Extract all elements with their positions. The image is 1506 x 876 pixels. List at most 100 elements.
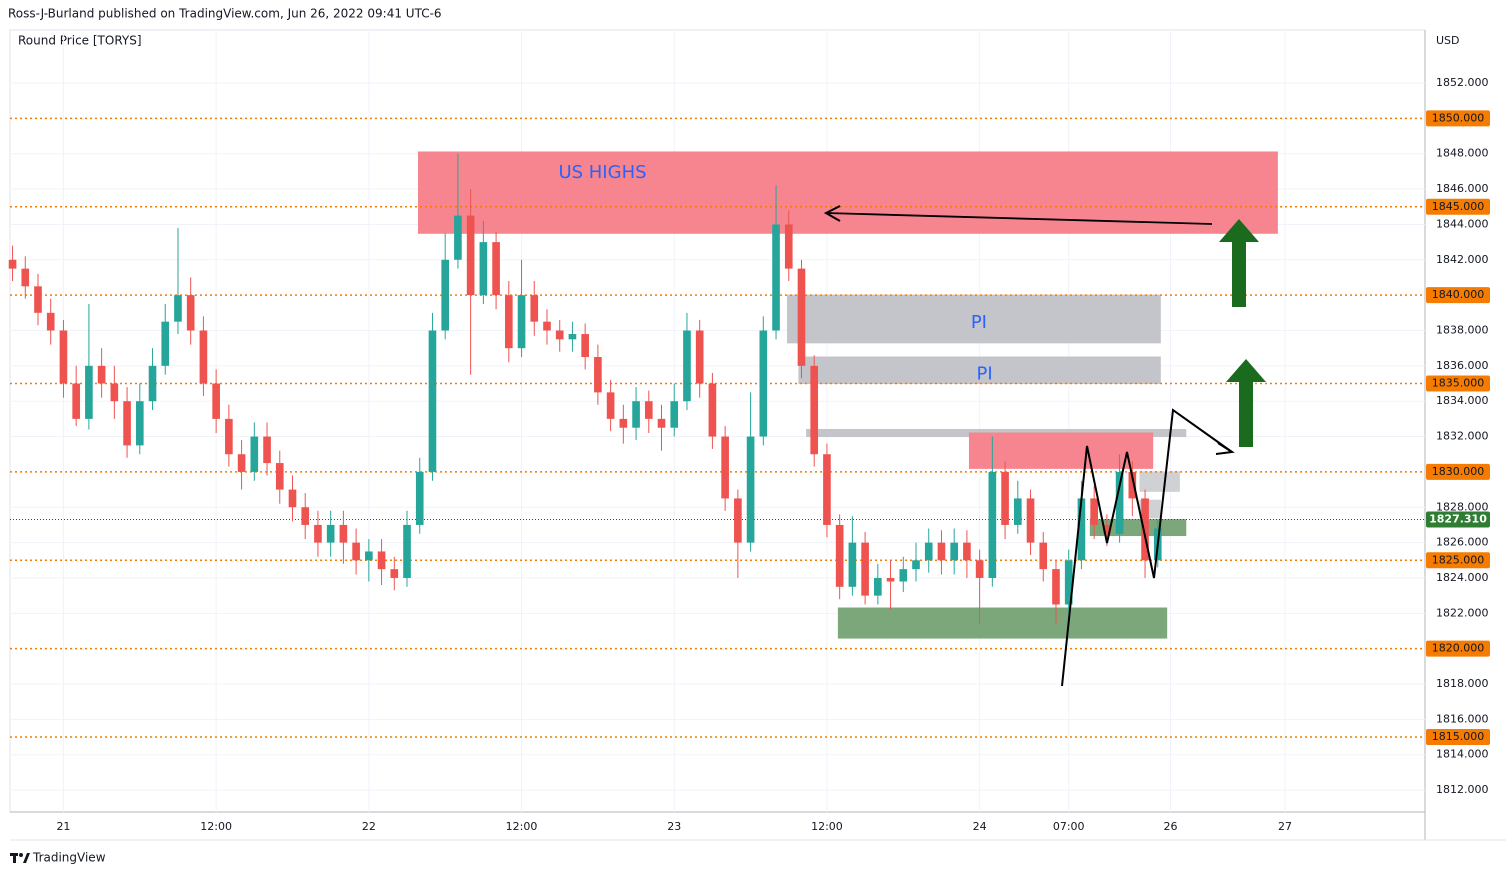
- candle-body: [937, 542, 946, 561]
- level-label: 1845.000: [1432, 200, 1485, 213]
- zone: [417, 151, 1278, 234]
- candle-body: [34, 286, 42, 313]
- candle-body: [97, 365, 106, 384]
- level-label-box: [1426, 552, 1490, 569]
- last-price-label: 1827.310: [1429, 512, 1487, 525]
- zone: [798, 356, 1161, 385]
- brand: TradingView: [32, 851, 106, 865]
- candle-body: [835, 524, 844, 587]
- publish-title: Ross-J-Burland published on TradingView.…: [8, 7, 442, 21]
- candle-body: [352, 542, 360, 561]
- candle-body: [1077, 498, 1086, 561]
- candle-body: [403, 524, 411, 578]
- arrow-line: [825, 212, 1213, 225]
- candle-body: [288, 489, 297, 508]
- y-tick-label: 1824.000: [1436, 571, 1489, 584]
- candle-body: [670, 401, 679, 428]
- x-tick-label: 23: [667, 820, 681, 833]
- candle-body: [46, 312, 55, 331]
- drawings: [823, 205, 1235, 687]
- candle-body: [390, 569, 399, 578]
- x-tick-label: 12:00: [506, 820, 538, 833]
- y-tick-label: 1844.000: [1436, 217, 1489, 230]
- green-arrows: [1219, 219, 1266, 447]
- y-tick-label: 1814.000: [1436, 748, 1489, 761]
- level-label: 1840.000: [1432, 288, 1485, 301]
- candle-body: [492, 242, 500, 296]
- candle-body: [135, 401, 144, 446]
- candle-body: [415, 471, 424, 525]
- candle-body: [314, 524, 322, 543]
- candle-body: [988, 471, 997, 578]
- x-tick-label: 24: [973, 820, 987, 833]
- candle-body: [950, 542, 958, 561]
- plot-frame: [9, 29, 1426, 813]
- x-tick-label: 22: [362, 820, 376, 833]
- footer-logo: [10, 853, 30, 863]
- x-tick-label: 12:00: [200, 820, 232, 833]
- candle-body: [581, 334, 589, 358]
- level-label-box: [1426, 198, 1490, 215]
- y-tick-label: 1816.000: [1436, 712, 1489, 725]
- candle-body: [199, 330, 208, 384]
- candle-body: [479, 242, 488, 296]
- candle-body: [1103, 524, 1111, 534]
- candle-body: [365, 551, 373, 561]
- candle-body: [454, 215, 462, 260]
- candle-body: [72, 383, 80, 419]
- y-tick-label: 1822.000: [1436, 606, 1489, 619]
- x-tick-label: 27: [1278, 820, 1292, 833]
- zigzag-path: [1061, 408, 1233, 687]
- candle-body: [874, 577, 882, 596]
- candle-body: [275, 463, 284, 490]
- candle-body: [784, 224, 793, 269]
- level-label: 1850.000: [1432, 111, 1485, 124]
- candle-body: [1141, 498, 1149, 561]
- zone-label: US HIGHS: [558, 162, 646, 183]
- logo-part: [19, 853, 23, 857]
- candle-body: [1001, 471, 1009, 525]
- level-label: 1825.000: [1432, 553, 1485, 566]
- candle-body: [695, 330, 704, 384]
- candle-body: [734, 498, 742, 543]
- candle-body: [912, 560, 920, 570]
- candle-body: [263, 436, 271, 464]
- candle-body: [1052, 569, 1060, 605]
- x-tick-label: 21: [56, 820, 70, 833]
- candle-body: [924, 542, 933, 561]
- candle-body: [377, 551, 386, 570]
- level-label: 1835.000: [1432, 377, 1485, 390]
- candle-body: [441, 259, 450, 331]
- candle-body: [466, 215, 475, 296]
- candle-body: [721, 436, 729, 499]
- candle-body: [21, 268, 30, 287]
- candle-body: [975, 560, 984, 578]
- candle-body: [250, 436, 259, 472]
- candle-body: [555, 330, 564, 340]
- level-label-box: [1426, 640, 1490, 657]
- candle-body: [148, 365, 157, 402]
- candle-body: [123, 401, 131, 446]
- candle-body: [237, 454, 246, 472]
- y-tick-label: 1834.000: [1436, 394, 1489, 407]
- candle-body: [963, 542, 971, 561]
- candle-body: [848, 542, 857, 587]
- candle-body: [428, 330, 437, 472]
- y-tick-label: 1852.000: [1436, 76, 1489, 89]
- candle-body: [517, 295, 526, 349]
- up-arrow: [1219, 219, 1259, 307]
- candle-body: [746, 436, 755, 543]
- candle-body: [1013, 498, 1022, 525]
- level-label-box: [1426, 110, 1490, 127]
- y-tick-label: 1846.000: [1436, 182, 1489, 195]
- zone: [1139, 471, 1180, 492]
- candle-body: [619, 418, 628, 428]
- candle-body: [174, 295, 182, 322]
- candle-body: [810, 365, 819, 455]
- candle-body: [1128, 471, 1137, 499]
- candle-body: [759, 330, 768, 437]
- candle-body: [301, 507, 310, 525]
- level-label: 1815.000: [1432, 730, 1485, 743]
- x-tick-label: 07:00: [1053, 820, 1085, 833]
